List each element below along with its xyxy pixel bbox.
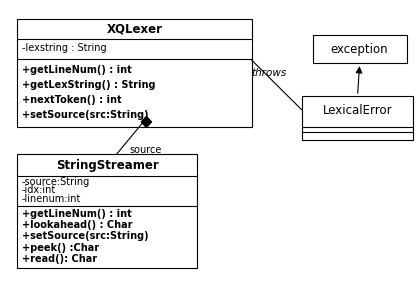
Text: throws: throws — [251, 68, 286, 78]
Text: +lookahead() : Char: +lookahead() : Char — [21, 220, 132, 230]
Text: StringStreamer: StringStreamer — [56, 158, 159, 172]
Text: -source:String: -source:String — [21, 177, 90, 187]
Text: +getLineNum() : int: +getLineNum() : int — [21, 208, 131, 219]
Bar — [312, 35, 407, 63]
Text: source: source — [129, 145, 161, 155]
Text: -linenum:int: -linenum:int — [21, 194, 81, 204]
Text: +getLineNum() : int: +getLineNum() : int — [21, 65, 131, 75]
Bar — [18, 154, 197, 268]
Text: XQLexer: XQLexer — [107, 23, 163, 36]
Text: LexicalError: LexicalError — [323, 104, 392, 117]
Polygon shape — [142, 116, 151, 127]
Text: -lexstring : String: -lexstring : String — [21, 43, 106, 53]
Bar — [18, 19, 252, 127]
Text: +read(): Char: +read(): Char — [21, 254, 97, 264]
Text: exception: exception — [331, 43, 389, 55]
Text: +getLexString() : String: +getLexString() : String — [21, 80, 155, 90]
Text: +peek() :Char: +peek() :Char — [21, 243, 99, 253]
Text: +nextToken() : int: +nextToken() : int — [21, 95, 121, 105]
Text: -idx:int: -idx:int — [21, 185, 56, 195]
Text: +setSource(src:String): +setSource(src:String) — [21, 110, 148, 120]
Bar — [302, 96, 413, 140]
Text: +setSource(src:String): +setSource(src:String) — [21, 231, 148, 241]
